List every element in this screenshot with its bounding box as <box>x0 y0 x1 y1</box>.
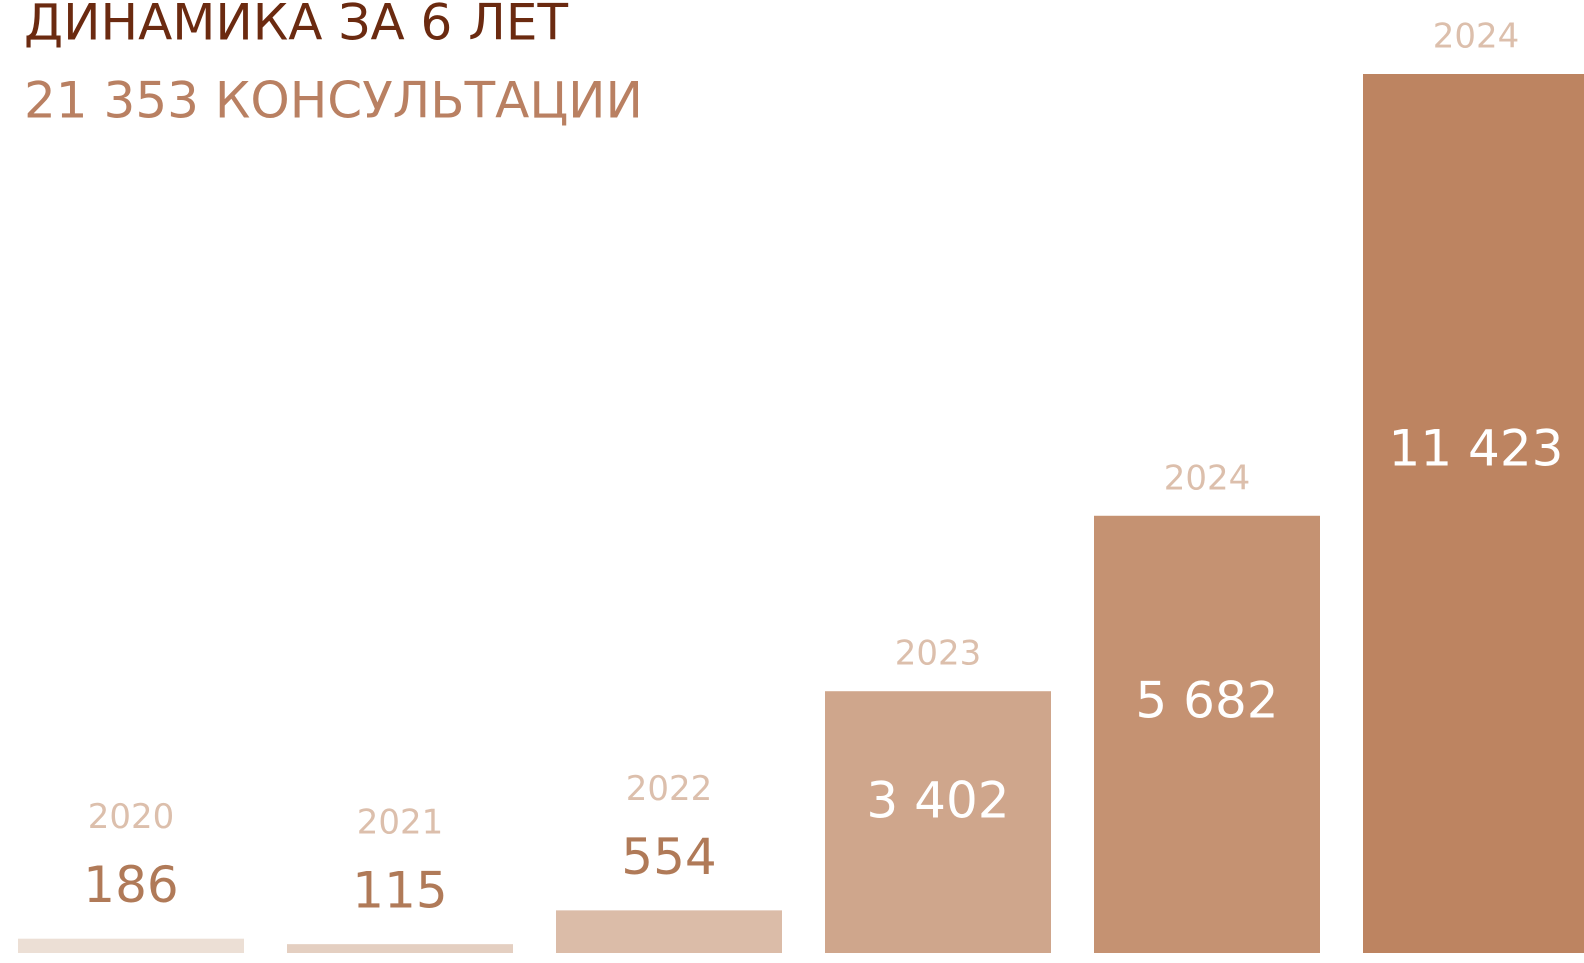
value-label: 5 682 <box>1135 671 1278 729</box>
bar <box>1094 515 1320 953</box>
x-tick-label: 2023 <box>895 634 982 674</box>
bar <box>1363 74 1584 953</box>
chart-title: ДИНАМИКА ЗА 6 ЛЕТ <box>24 0 568 52</box>
x-tick-label: 2020 <box>88 797 175 837</box>
x-tick-label: 2022 <box>626 769 713 809</box>
value-label: 115 <box>352 862 447 920</box>
x-tick-label: 2024 <box>1433 17 1520 57</box>
bar <box>825 691 1051 953</box>
x-tick-label: 2024 <box>1164 458 1251 498</box>
value-label: 11 423 <box>1389 419 1564 477</box>
bar <box>18 938 244 953</box>
value-label: 554 <box>621 828 716 886</box>
bar <box>287 944 513 953</box>
value-label: 186 <box>83 856 178 914</box>
chart-subtitle: 21 353 КОНСУЛЬТАЦИИ <box>24 72 643 130</box>
bar <box>556 910 782 953</box>
value-label: 3 402 <box>866 771 1009 829</box>
x-tick-label: 2021 <box>357 803 444 843</box>
